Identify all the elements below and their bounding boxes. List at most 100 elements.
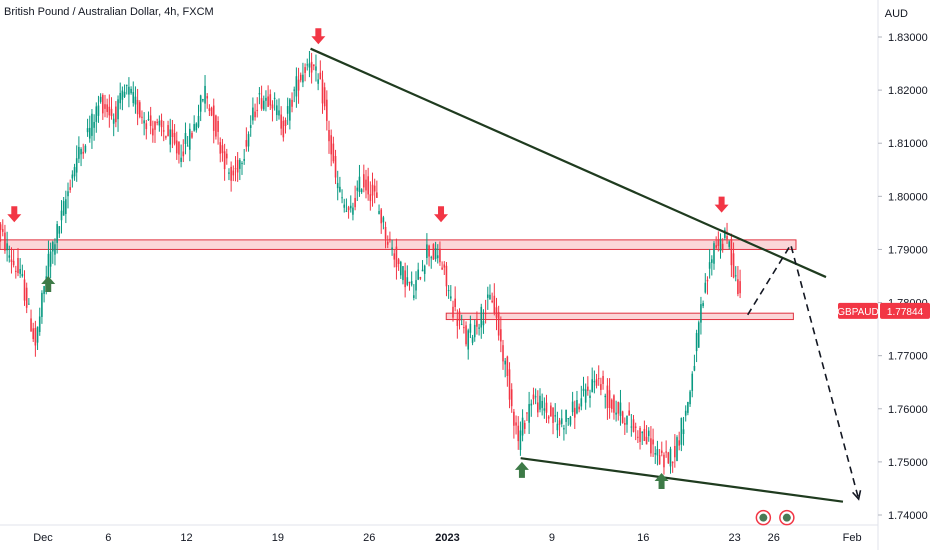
candle-body: [491, 300, 493, 303]
candle-body: [389, 238, 391, 241]
candle-body: [47, 253, 50, 279]
candle-body: [21, 273, 24, 277]
candle-body: [565, 409, 567, 422]
candle-body: [289, 99, 291, 121]
candle-body: [604, 395, 607, 398]
candle-body: [97, 105, 100, 116]
candle-body: [225, 153, 228, 159]
candle-body: [165, 136, 167, 138]
candle-body: [550, 405, 552, 417]
candle-body: [737, 279, 739, 295]
candle-body: [354, 197, 356, 208]
candle-body: [552, 407, 554, 423]
x-tick-label: Dec: [33, 532, 53, 544]
candle-body: [467, 330, 470, 350]
candle-body: [423, 265, 426, 274]
candle-body: [674, 445, 676, 458]
candle-body: [486, 294, 489, 298]
candle-body: [230, 166, 232, 181]
candle-body: [719, 238, 722, 252]
candle-body: [180, 157, 182, 162]
candle-body: [397, 259, 400, 264]
candle-body: [671, 461, 674, 464]
candle-body: [17, 257, 19, 274]
candle-body: [626, 415, 628, 425]
candle-body: [489, 294, 491, 300]
candle-body: [262, 100, 265, 110]
down-arrow-icon: [714, 196, 729, 213]
candle-body: [704, 282, 707, 293]
symbol-label: GBPAUD: [837, 307, 879, 318]
candle-body: [643, 428, 646, 442]
candle-body: [245, 140, 248, 147]
candle-body: [143, 120, 145, 124]
candle-body: [278, 110, 280, 116]
candle-body: [402, 266, 404, 281]
candle-body: [160, 119, 163, 128]
currency-label: AUD: [884, 8, 908, 20]
candle-body: [358, 176, 361, 192]
candle-body: [556, 423, 559, 431]
candle-body: [680, 417, 683, 445]
candle-body: [528, 404, 530, 423]
candle-body: [349, 205, 352, 209]
candle-body: [519, 430, 522, 450]
candle-body: [102, 95, 104, 114]
candle-body: [189, 128, 191, 150]
candle-body: [323, 87, 326, 107]
candle-body: [249, 125, 252, 128]
candle-body: [347, 207, 350, 211]
candle-body: [428, 245, 430, 257]
candle-body: [426, 244, 428, 258]
candle-body: [608, 390, 611, 408]
candle-body: [628, 410, 630, 416]
candle-body: [99, 96, 102, 102]
candle-body: [728, 241, 731, 247]
candle-body: [145, 123, 148, 130]
candle-body: [658, 455, 661, 465]
candle-body: [543, 408, 546, 411]
candle-body: [537, 402, 539, 413]
candle-body: [219, 142, 222, 154]
x-tick-label: 26: [363, 532, 375, 544]
candle-body: [711, 259, 713, 263]
support-trendline: [520, 457, 844, 503]
candle-body: [478, 327, 480, 329]
candle-body: [1, 229, 4, 232]
candle-body: [199, 95, 202, 112]
candle-body: [480, 306, 483, 328]
candle-body: [443, 264, 446, 268]
candle-body: [271, 104, 274, 109]
candle-body: [186, 145, 189, 147]
candle-body: [497, 311, 500, 336]
candle-body: [273, 97, 276, 99]
candle-body: [560, 418, 563, 424]
candle-body: [191, 132, 193, 138]
y-tick-label: 1.77000: [888, 351, 928, 363]
projection-path: [747, 242, 860, 500]
candle-body: [212, 105, 215, 131]
candle-body: [197, 115, 200, 127]
candle-body: [206, 96, 209, 99]
candle-body: [600, 384, 602, 390]
candle-body: [69, 187, 71, 191]
candle-body: [630, 426, 633, 428]
candle-body: [447, 290, 450, 292]
candle-body: [576, 399, 578, 414]
candle-body: [306, 64, 309, 66]
candle-body: [73, 167, 76, 177]
projection-arrowhead: [852, 490, 862, 501]
candle-body: [156, 121, 158, 123]
candle-body: [665, 451, 667, 453]
y-tick-label: 1.75000: [888, 457, 928, 469]
candle-body: [293, 89, 296, 91]
candle-body: [239, 159, 241, 169]
candle-body: [406, 277, 409, 285]
candle-body: [265, 97, 267, 101]
candle-body: [506, 356, 509, 376]
candle-body: [656, 449, 659, 456]
last-price-label: 1.77844: [887, 307, 924, 318]
candle-body: [132, 92, 135, 104]
candle-body: [315, 66, 317, 71]
